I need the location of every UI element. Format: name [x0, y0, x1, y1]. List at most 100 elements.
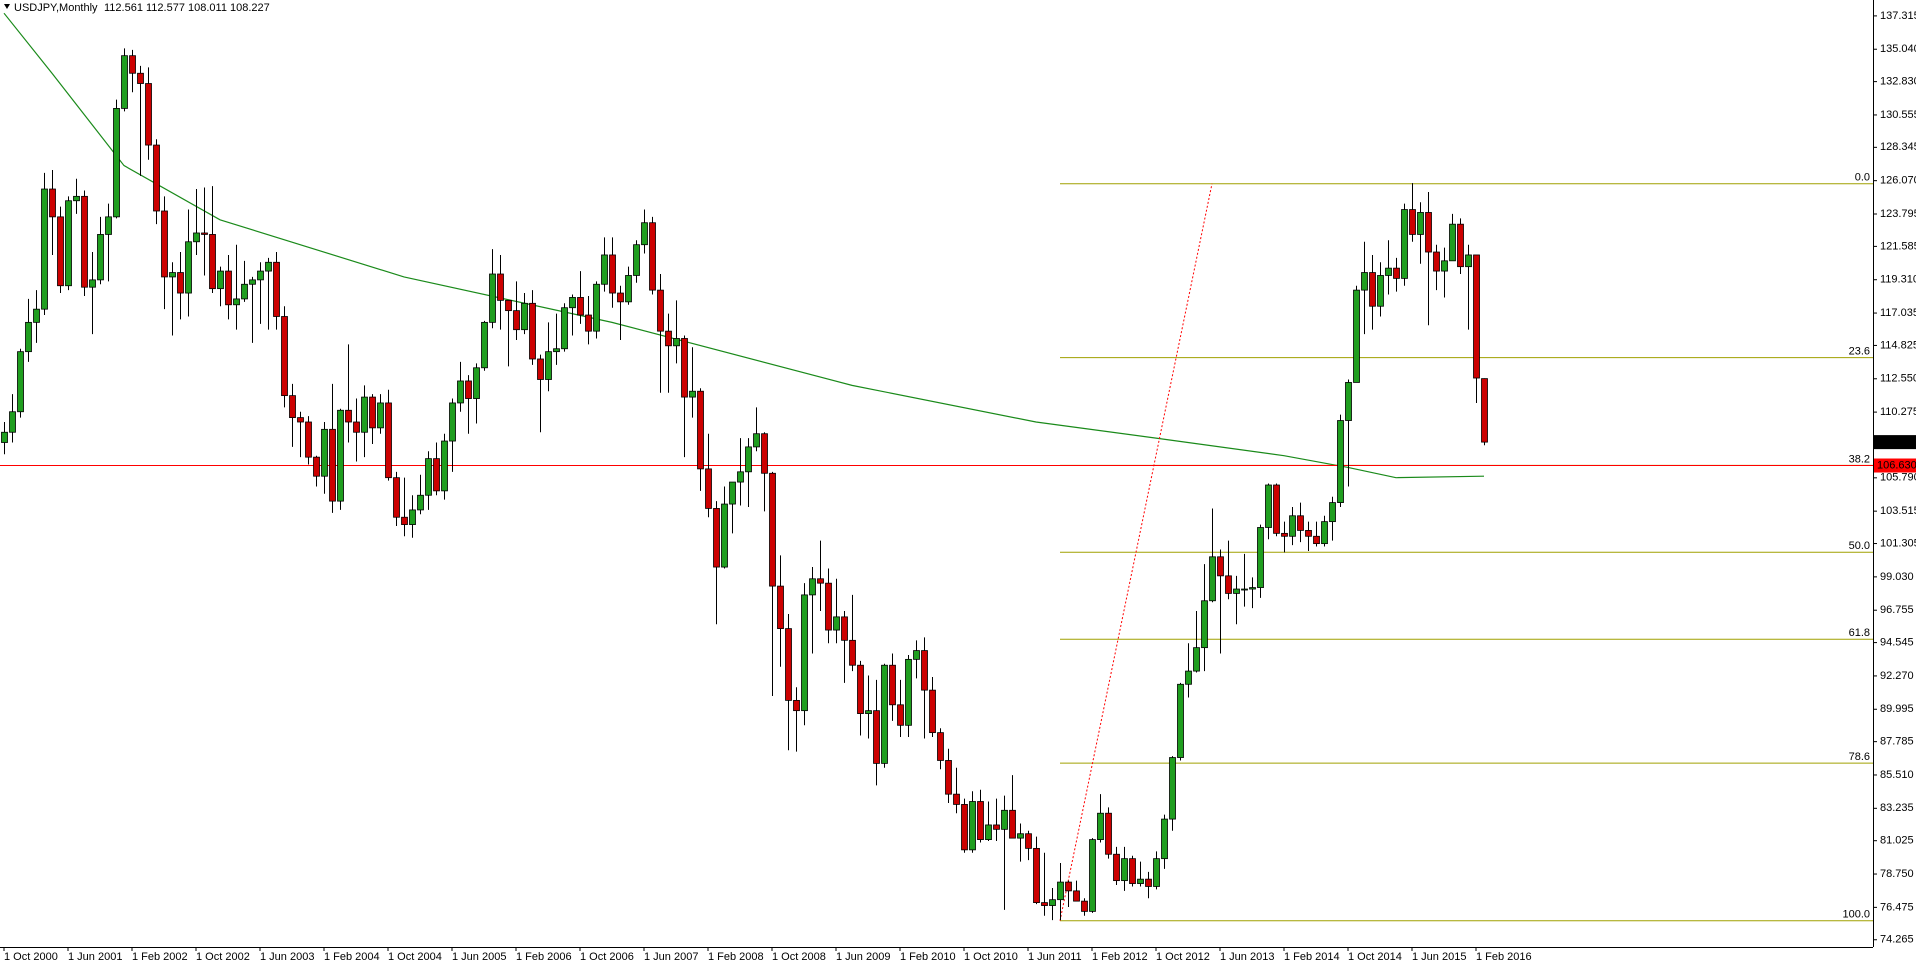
candle-body	[409, 509, 416, 525]
candle-body	[729, 481, 736, 505]
candle-body	[1457, 223, 1464, 268]
candle-body	[425, 458, 432, 496]
symbol: USDJPY,Monthly	[14, 2, 98, 14]
candle-body	[1009, 809, 1016, 839]
candle-body	[105, 216, 112, 235]
candle-body	[961, 804, 968, 851]
y-tick-label: 92.270	[1880, 670, 1914, 682]
candle-body	[249, 279, 256, 285]
candle-body	[801, 594, 808, 712]
candle-body	[993, 824, 1000, 830]
candle-body	[1361, 272, 1368, 291]
y-tick-label: 126.070	[1880, 175, 1916, 187]
candle-body	[1161, 818, 1168, 860]
y-tick-label: 117.035	[1880, 307, 1916, 319]
y-tick-label: 94.545	[1880, 636, 1914, 648]
candle-body	[41, 188, 48, 310]
candle-body	[1185, 670, 1192, 685]
fib-label: 100.0	[1842, 909, 1870, 921]
candle-body	[569, 297, 576, 309]
candle-body	[809, 578, 816, 596]
candle-body	[1097, 812, 1104, 840]
candle-body	[201, 232, 208, 235]
candle-body	[385, 402, 392, 479]
candle-body	[89, 279, 96, 288]
ohlc-high: 112.577	[146, 2, 185, 14]
x-tick-label: 1 Oct 2008	[772, 951, 826, 963]
candle-body	[841, 616, 848, 641]
candle-body	[329, 428, 336, 502]
x-tick-label: 1 Feb 2014	[1284, 951, 1340, 963]
candle-body	[585, 314, 592, 332]
candle-body	[537, 358, 544, 380]
candle-body	[769, 472, 776, 587]
candle-body	[641, 222, 648, 246]
y-tick-label: 85.510	[1880, 769, 1914, 781]
candle-body	[1025, 833, 1032, 849]
ohlc-low: 108.011	[188, 2, 227, 14]
candle-body	[473, 367, 480, 399]
candle-body	[1481, 378, 1488, 443]
candle-body	[545, 351, 552, 380]
candle-body	[1337, 420, 1344, 503]
candle-body	[193, 232, 200, 243]
x-tick-label: 1 Jun 2013	[1220, 951, 1274, 963]
candle-body	[713, 508, 720, 568]
fib-label: 23.6	[1849, 346, 1870, 358]
candle-body	[761, 433, 768, 474]
x-tick-label: 1 Feb 2008	[708, 951, 764, 963]
candle-body	[689, 390, 696, 398]
candle-body	[1169, 757, 1176, 820]
y-tick-label: 87.785	[1880, 736, 1914, 748]
y-tick-label: 105.790	[1880, 472, 1916, 484]
candle-body	[1209, 556, 1216, 602]
candle-body	[1425, 212, 1432, 253]
candle-body	[705, 468, 712, 509]
y-tick-label: 132.830	[1880, 76, 1916, 88]
x-tick-label: 1 Jun 2001	[68, 951, 122, 963]
candle-body	[161, 210, 168, 278]
candle-body	[649, 222, 656, 291]
y-tick-label: 96.755	[1880, 604, 1914, 616]
candle-body	[401, 516, 408, 525]
candle-body	[529, 302, 536, 360]
candle-body	[1145, 878, 1152, 887]
candle-body	[313, 456, 320, 477]
candle-body	[1449, 223, 1456, 262]
candle-body	[1313, 535, 1320, 545]
candle-body	[281, 316, 288, 397]
candle-body	[617, 292, 624, 303]
candle-body	[1305, 530, 1312, 537]
candle-body	[681, 338, 688, 398]
candle-body	[577, 297, 584, 316]
y-tick-label: 89.995	[1880, 703, 1914, 715]
candle-body	[601, 254, 608, 285]
candle-body	[1057, 881, 1064, 901]
candle-body	[361, 396, 368, 433]
candle-body	[209, 234, 216, 290]
candle-body	[817, 578, 824, 584]
candle-body	[9, 411, 16, 433]
candle-body	[1385, 267, 1392, 276]
candle-body	[985, 824, 992, 840]
candle-body	[633, 244, 640, 276]
candle-body	[865, 710, 872, 714]
candle-body	[1017, 833, 1024, 839]
candle-body	[745, 446, 752, 473]
candle-body	[857, 664, 864, 714]
y-tick-label: 81.025	[1880, 835, 1914, 847]
candle-body	[905, 658, 912, 726]
y-tick-label: 74.265	[1880, 934, 1914, 946]
x-tick-label: 1 Jun 2005	[452, 951, 506, 963]
candle-body	[57, 216, 64, 287]
y-tick-label: 137.315	[1880, 10, 1916, 22]
candle-body	[929, 689, 936, 734]
candle-body	[1, 431, 8, 443]
candle-body	[753, 433, 760, 448]
y-tick-label: 110.275	[1880, 406, 1916, 418]
candle-body	[673, 338, 680, 347]
candle-body	[241, 283, 248, 300]
candle-body	[1297, 515, 1304, 531]
candle-body	[1377, 275, 1384, 307]
